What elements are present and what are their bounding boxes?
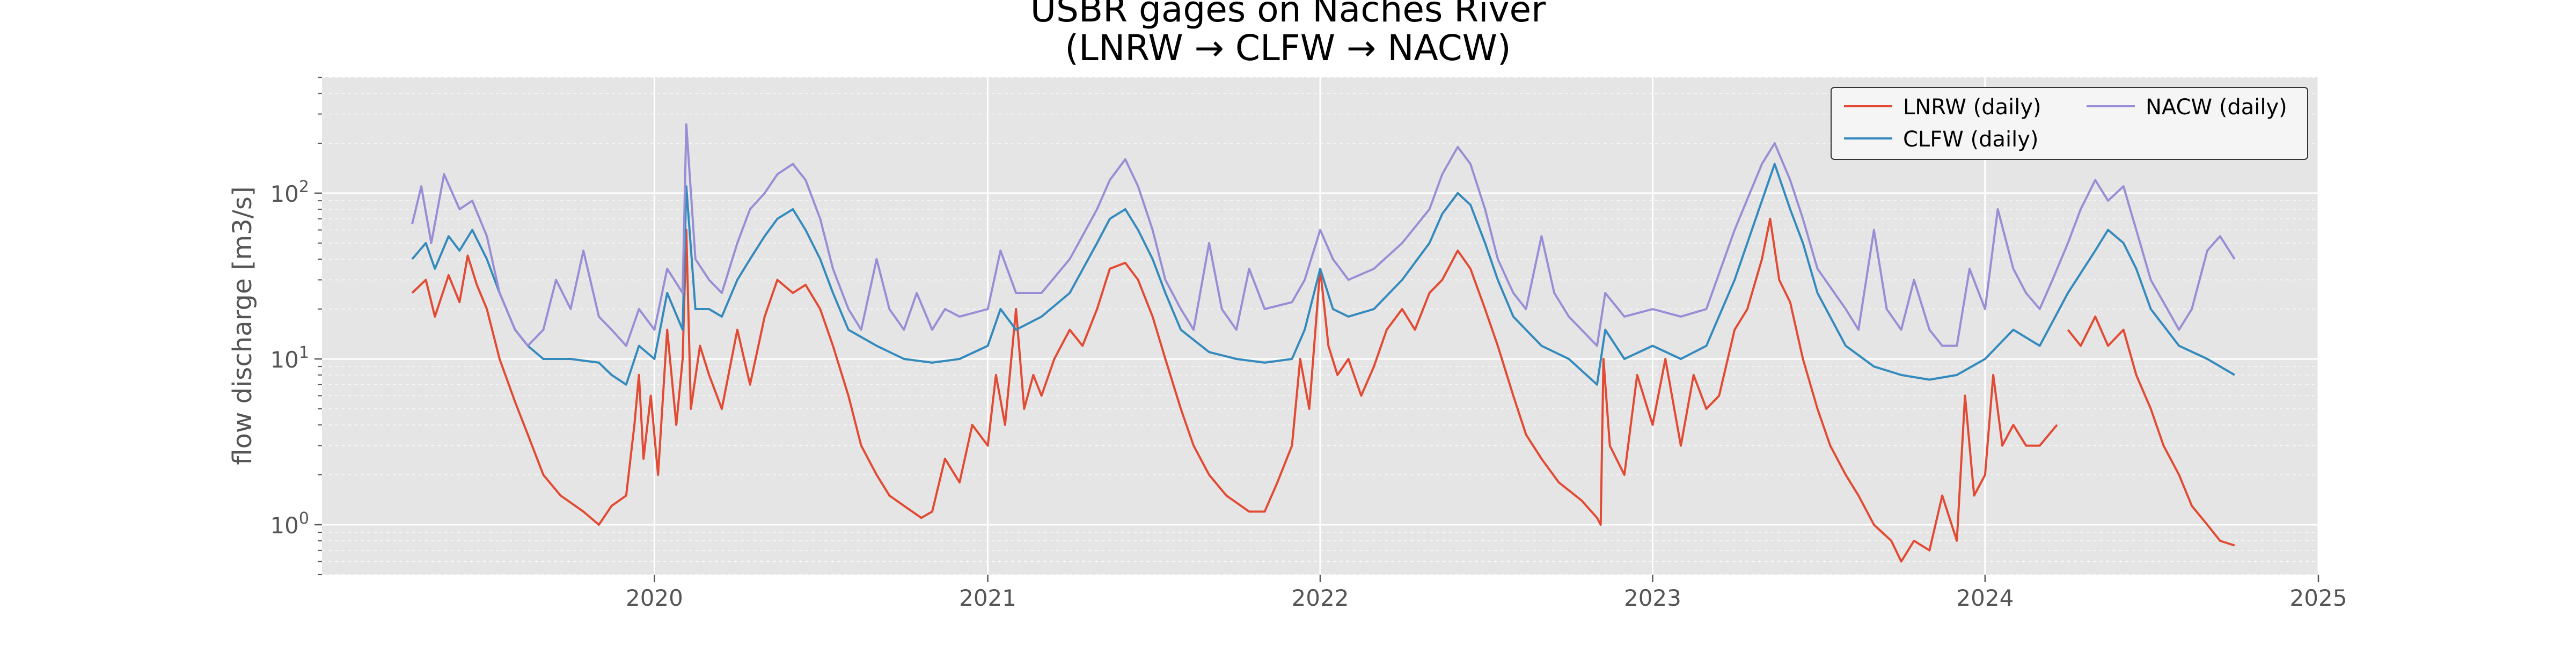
series-line-nacw xyxy=(411,123,2236,347)
y-tick-label: 100 xyxy=(270,509,309,539)
y-tick-label: 102 xyxy=(270,178,309,207)
legend: LNRW (daily) CLFW (daily) NACW (daily) xyxy=(1831,87,2308,160)
x-tick-label: 2020 xyxy=(626,585,683,611)
x-tick-label: 2024 xyxy=(1956,585,2014,611)
x-tick-label: 2025 xyxy=(2290,585,2347,611)
x-tick-label: 2022 xyxy=(1292,585,1349,611)
series-line-clfw xyxy=(411,163,2235,386)
x-tick-label: 2021 xyxy=(959,585,1016,611)
legend-label-lnrw: LNRW (daily) xyxy=(1903,95,2041,120)
y-axis-label: flow discharge [m3/s] xyxy=(228,186,258,465)
x-tick-label: 2023 xyxy=(1624,585,1681,611)
legend-label-nacw: NACW (daily) xyxy=(2146,95,2287,120)
series-layer xyxy=(411,123,2236,563)
chart-title-line2: (LNRW → CLFW → NACW) xyxy=(1065,27,1511,69)
series-line-lnrw xyxy=(411,217,2235,563)
legend-box xyxy=(1831,87,2308,160)
y-tick-label: 101 xyxy=(270,343,309,373)
chart-title-line1: USBR gages on Naches River xyxy=(1030,0,1546,30)
axis-layer: 100 101 102 2020 2021 2022 2023 2024 2025 xyxy=(270,77,2347,611)
legend-label-clfw: CLFW (daily) xyxy=(1903,127,2039,152)
